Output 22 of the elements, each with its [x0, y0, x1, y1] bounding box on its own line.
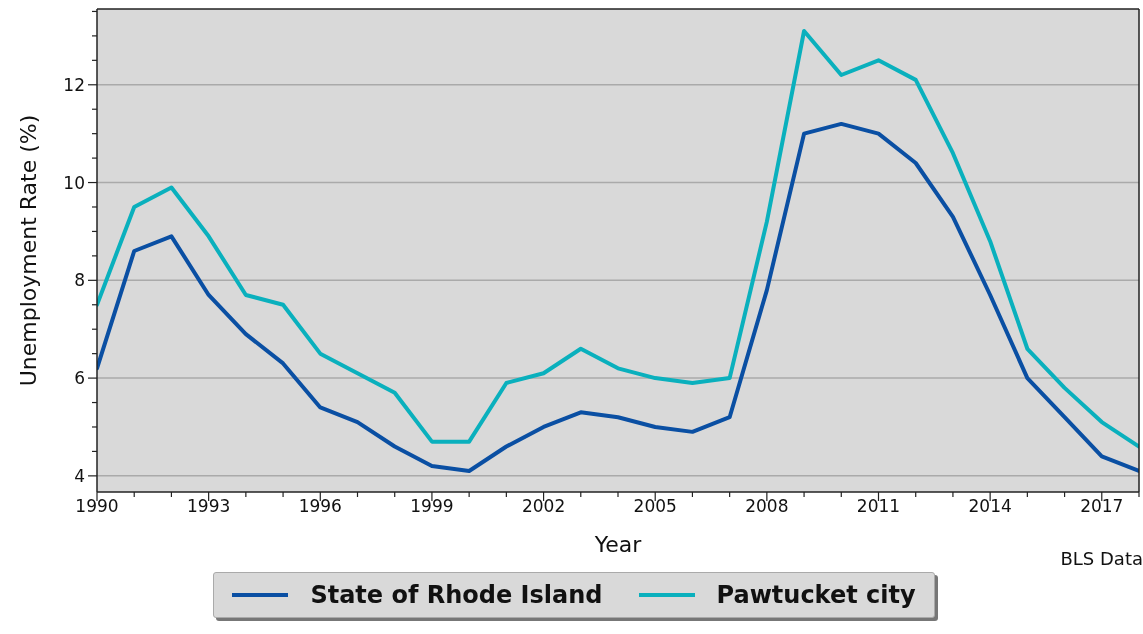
x-tick-label: 1999 [410, 496, 454, 516]
y-tick-label: 8 [74, 270, 85, 291]
y-tick-label: 6 [74, 368, 85, 389]
x-tick-label: 2011 [856, 496, 901, 516]
source-note: BLS Data [1060, 548, 1143, 569]
y-tick-label: 4 [74, 465, 85, 486]
x-tick-label: 2014 [968, 496, 1012, 516]
x-tick-label: 2017 [1080, 496, 1124, 516]
y-tick-label: 12 [63, 74, 85, 95]
x-tick-label: 1996 [298, 496, 342, 516]
y-tick-label: 10 [63, 172, 85, 193]
x-tick-label: 2005 [633, 496, 677, 516]
x-tick-label: 2008 [745, 496, 789, 516]
x-tick-label: 1993 [187, 496, 231, 516]
line-series [97, 121, 1139, 473]
legend-label: State of Rhode Island [310, 581, 603, 609]
line-series [97, 29, 1139, 449]
x-axis-title: Year [593, 532, 643, 557]
x-tick-label: 2002 [521, 496, 566, 516]
x-tick-label: 1990 [75, 496, 119, 516]
legend-label: Pawtucket city [716, 581, 916, 609]
y-axis-title: Unemployment Rate (%) [16, 114, 41, 387]
